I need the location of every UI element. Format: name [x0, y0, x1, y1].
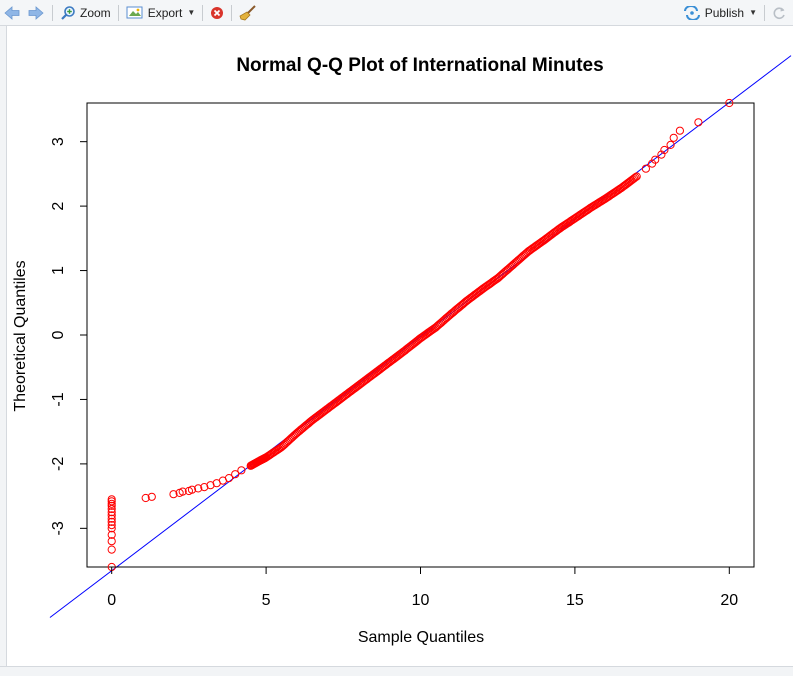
- data-point: [107, 508, 116, 517]
- data-point: [107, 517, 116, 527]
- y-tick-label: 2: [50, 202, 67, 211]
- data-point: [630, 174, 639, 183]
- refresh-button[interactable]: [769, 3, 789, 23]
- y-tick-label: -1: [50, 392, 67, 406]
- chevron-down-icon: ▼: [749, 8, 757, 17]
- data-point: [224, 474, 234, 483]
- data-point: [660, 145, 669, 155]
- plot-viewer: Normal Q-Q Plot of International Minutes…: [7, 26, 793, 666]
- x-tick-label: 15: [566, 592, 584, 609]
- zoom-button[interactable]: Zoom: [57, 3, 114, 23]
- y-axis: -3 -2 -1 0 1 2 3: [50, 137, 88, 535]
- data-point: [107, 545, 116, 554]
- data-point: [657, 150, 666, 159]
- publish-icon: [683, 5, 700, 20]
- x-tick-label: 10: [412, 592, 430, 609]
- refresh-icon: [773, 6, 785, 19]
- data-point: [107, 497, 116, 506]
- back-arrow-button[interactable]: [0, 3, 24, 23]
- chevron-down-icon: ▼: [187, 8, 196, 17]
- data-point: [141, 493, 150, 503]
- export-image-icon: [126, 6, 143, 18]
- forward-arrow-button[interactable]: [24, 3, 48, 23]
- magnifier-icon: [61, 5, 75, 20]
- qq-plot: Normal Q-Q Plot of International Minutes…: [12, 55, 792, 646]
- data-point: [666, 140, 675, 149]
- data-point: [169, 490, 178, 499]
- broom-icon: [239, 4, 257, 20]
- y-tick-label: 0: [50, 330, 67, 339]
- data-point: [107, 514, 116, 523]
- x-tick-label: 20: [720, 592, 738, 609]
- data-point: [107, 499, 116, 508]
- data-point: [187, 485, 197, 494]
- toolbar-divider: [231, 4, 233, 21]
- remove-plot-button[interactable]: [207, 3, 227, 23]
- data-point: [107, 524, 116, 533]
- publish-label: Publish: [704, 5, 745, 20]
- data-point: [694, 118, 703, 127]
- toolbar-divider: [52, 4, 53, 21]
- y-tick-label: 1: [50, 266, 67, 275]
- y-axis-label: Theoretical Quantiles: [12, 260, 29, 411]
- data-point: [725, 98, 734, 108]
- chart-title: Normal Q-Q Plot of International Minutes: [236, 55, 603, 76]
- data-point: [632, 172, 641, 181]
- clear-all-plots-button[interactable]: [236, 3, 260, 23]
- plot-toolbar: Zoom Export ▼ Publish ▼: [0, 0, 793, 26]
- y-tick-label: -2: [50, 457, 67, 471]
- data-point: [178, 487, 187, 496]
- data-point: [651, 155, 660, 164]
- x-axis: 0 5 10 15 20: [107, 566, 738, 609]
- x-tick-label: 0: [107, 592, 116, 609]
- pane-bottom-edge: [0, 666, 793, 676]
- data-point: [675, 126, 685, 135]
- data-point: [237, 466, 246, 475]
- pane-left-edge: [0, 26, 7, 676]
- toolbar-divider: [202, 4, 204, 21]
- zoom-label: Zoom: [80, 5, 111, 20]
- data-point: [107, 501, 116, 510]
- x-axis-label: Sample Quantiles: [358, 629, 484, 646]
- forward-arrow-icon: [28, 5, 44, 20]
- x-tick-label: 5: [262, 592, 271, 609]
- toolbar-divider: [117, 4, 119, 21]
- toolbar-divider: [764, 4, 765, 21]
- data-point: [107, 495, 116, 504]
- data-point: [194, 484, 203, 493]
- data-point: [200, 483, 209, 492]
- data-point: [107, 521, 116, 530]
- export-label: Export: [147, 5, 183, 20]
- y-tick-label: 3: [50, 137, 67, 146]
- export-button[interactable]: Export ▼: [123, 3, 199, 23]
- data-point: [107, 537, 116, 546]
- back-arrow-icon: [4, 5, 20, 20]
- publish-button[interactable]: Publish ▼: [680, 3, 760, 23]
- data-point: [231, 470, 240, 479]
- y-tick-label: -3: [50, 521, 67, 535]
- data-point: [631, 173, 640, 182]
- data-point: [641, 164, 651, 173]
- data-point: [147, 492, 156, 501]
- data-point: [107, 511, 116, 520]
- close-circle-icon: [211, 6, 224, 19]
- data-point: [669, 133, 678, 142]
- data-point: [107, 530, 116, 539]
- data-point: [107, 504, 116, 514]
